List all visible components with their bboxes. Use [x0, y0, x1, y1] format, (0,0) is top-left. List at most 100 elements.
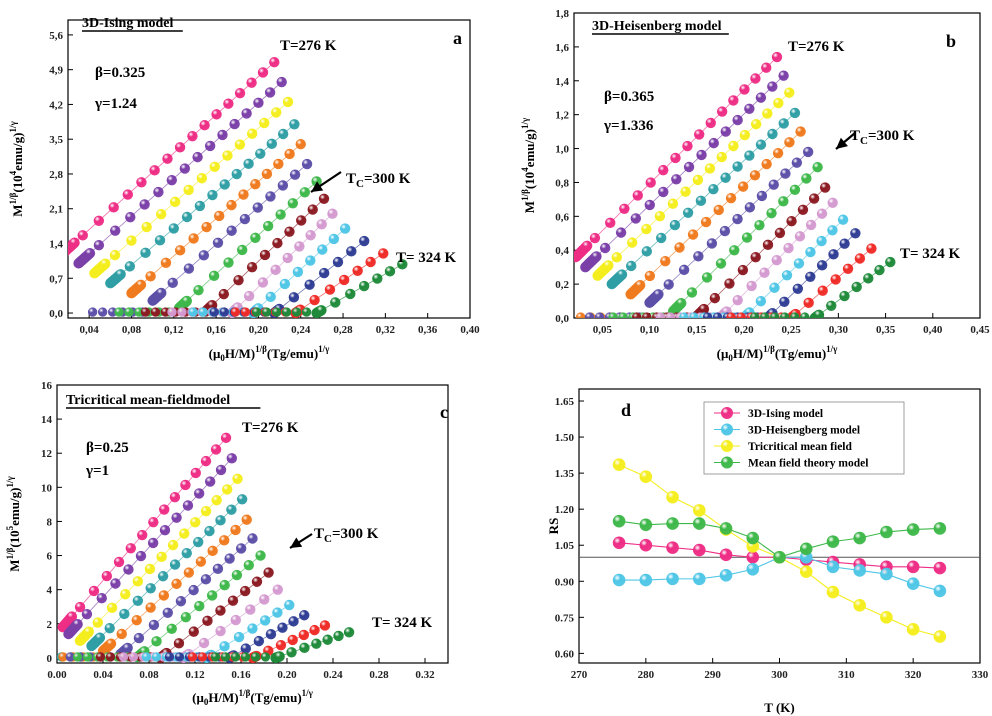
label-tc: TC=300 K: [850, 128, 915, 147]
rs-point: [693, 543, 706, 557]
data-point-312: [247, 623, 258, 634]
data-point-308: [771, 254, 782, 266]
data-point-312: [284, 599, 295, 611]
data-point-316: [174, 652, 185, 662]
data-point-304: [698, 303, 710, 315]
data-point-284: [784, 87, 795, 98]
data-point-312: [188, 307, 198, 317]
y-tick-label: 0,4: [555, 245, 569, 257]
data-point-280: [204, 140, 216, 152]
data-point-292: [183, 567, 195, 578]
data-point-280: [708, 137, 719, 149]
y-tick-label: 6: [47, 551, 53, 563]
data-point-300: [206, 590, 218, 601]
data-point-288: [157, 571, 169, 582]
data-point-292: [575, 312, 586, 318]
y-tick-label: 4,2: [49, 99, 63, 111]
rs-point: [719, 522, 733, 535]
data-point-288: [243, 158, 254, 170]
data-point-304: [808, 193, 820, 204]
data-point-324: [251, 307, 262, 317]
data-point-308: [272, 584, 283, 595]
arrow-head: [836, 137, 848, 149]
rs-point: [933, 630, 947, 643]
data-point-276: [246, 77, 257, 88]
data-point-316: [792, 283, 804, 294]
beta-value: β=0.325: [95, 65, 145, 81]
data-point-284: [120, 589, 131, 600]
data-point-320: [309, 294, 320, 306]
data-point-320: [197, 652, 208, 662]
data-point-292: [784, 137, 795, 148]
data-point-316: [288, 292, 300, 303]
rs-point: [693, 504, 706, 517]
data-point-288: [124, 261, 136, 272]
data-point-312: [793, 258, 805, 269]
beta-value: β=0.365: [604, 89, 654, 105]
data-point-312: [317, 244, 328, 255]
data-point-324: [813, 309, 825, 318]
data-point-320: [230, 307, 241, 317]
x-tick-label: 0,20: [734, 324, 754, 336]
data-point-288: [215, 515, 226, 526]
data-point-296: [663, 279, 674, 290]
data-point-300: [134, 307, 144, 317]
data-point-308: [118, 652, 129, 662]
data-point-324: [301, 307, 312, 317]
data-point-320: [309, 624, 320, 636]
x-tick-label: 0.20: [277, 669, 297, 681]
data-point-276: [581, 240, 593, 252]
data-point-320: [726, 312, 736, 318]
x-tick-label: 330: [972, 669, 989, 681]
data-point-288: [266, 138, 277, 150]
data-point-276: [771, 51, 783, 63]
data-point-276: [670, 152, 681, 164]
rs-point: [639, 573, 653, 587]
panel-title: 3D-Ising model: [82, 16, 174, 31]
data-point-296: [65, 652, 75, 662]
data-point-280: [123, 564, 134, 575]
data-point-296: [156, 287, 167, 299]
data-point-312: [827, 225, 838, 236]
data-point-288: [641, 246, 653, 257]
y-tick-label: 1,4: [555, 76, 569, 88]
rs-point: [639, 538, 653, 552]
data-point-288: [656, 232, 667, 244]
data-point-324: [770, 312, 780, 318]
data-point-284: [739, 129, 751, 141]
data-point-308: [198, 637, 210, 649]
data-point-288: [204, 525, 215, 537]
data-point-276: [77, 230, 88, 241]
data-point-284: [692, 174, 704, 186]
data-point-280: [182, 500, 194, 511]
data-point-276: [108, 202, 119, 213]
rs-point: [612, 536, 626, 550]
x-tick-label: 0.24: [323, 669, 343, 681]
data-point-276: [101, 570, 113, 582]
data-point-300: [231, 569, 243, 581]
y-tick-label: 1.05: [555, 540, 575, 552]
x-tick-label: 0,16: [206, 324, 226, 336]
data-point-284: [126, 235, 137, 246]
data-point-292: [158, 590, 170, 601]
rs-point: [746, 550, 760, 564]
data-point-304: [95, 652, 106, 662]
data-point-284: [667, 198, 679, 209]
data-point-324: [750, 312, 760, 318]
data-point-324: [281, 307, 292, 317]
data-point-284: [183, 184, 194, 196]
data-point-308: [655, 312, 666, 318]
data-point-316: [805, 271, 816, 282]
data-point-292: [195, 556, 207, 567]
data-point-320: [817, 285, 828, 296]
data-point-308: [128, 652, 139, 662]
data-point-312: [305, 255, 316, 266]
data-point-292: [135, 279, 147, 291]
rs-point: [933, 584, 947, 598]
data-point-280: [81, 608, 93, 620]
data-point-316: [816, 260, 828, 271]
data-point-324: [760, 312, 770, 318]
data-point-324: [240, 652, 251, 662]
data-point-304: [105, 652, 116, 662]
data-point-292: [238, 189, 249, 200]
